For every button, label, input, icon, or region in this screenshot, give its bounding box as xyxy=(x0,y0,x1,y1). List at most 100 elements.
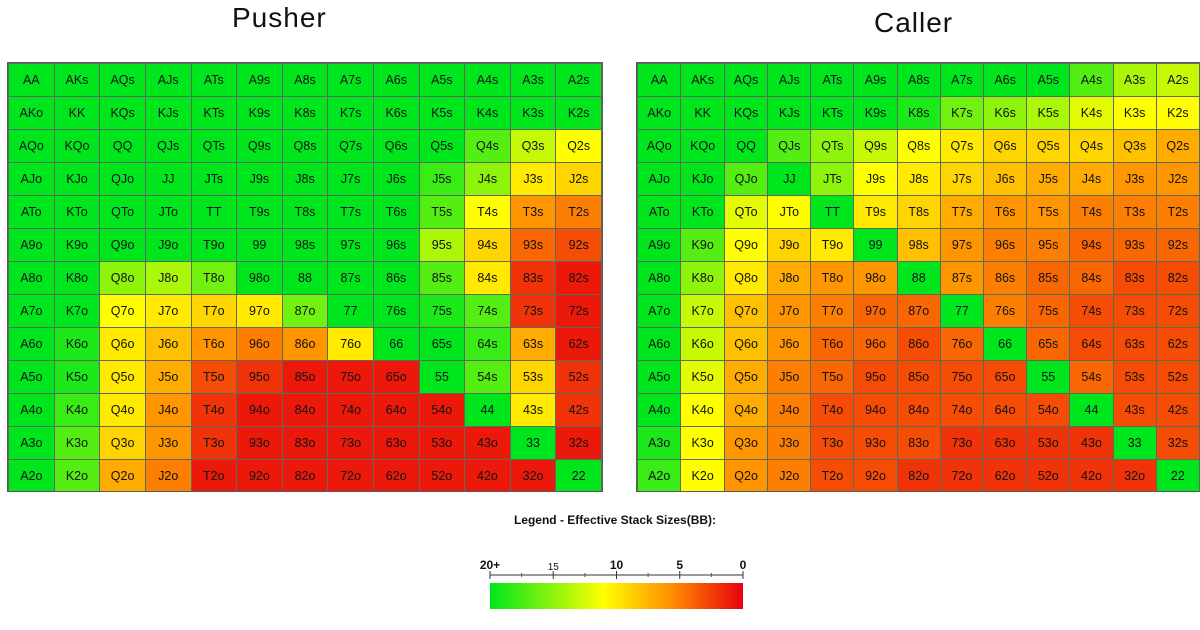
caller-cell: T7o xyxy=(810,294,855,328)
pusher-cell: T7o xyxy=(190,294,238,328)
pusher-cell: 43o xyxy=(464,426,511,460)
pusher-cell: 86o xyxy=(281,327,329,361)
caller-cell: Q5s xyxy=(1026,129,1071,163)
pusher-cell: Q8s xyxy=(281,129,329,163)
caller-row: A9o K9o Q9o J9o T9o 99 98s 97s 96s 95s 94s 93s 92s xyxy=(637,228,1200,262)
caller-cell: Q3o xyxy=(723,426,769,460)
pusher-cell: 85o xyxy=(281,360,329,394)
caller-cell: KQs xyxy=(723,96,769,130)
pusher-cell: T2s xyxy=(555,195,602,229)
title-pusher: Pusher xyxy=(232,2,327,33)
caller-cell: Q3s xyxy=(1112,129,1157,163)
pusher-cell: A8o xyxy=(8,261,55,295)
caller-cell: 72o xyxy=(939,459,985,491)
caller-cell: K8o xyxy=(680,261,725,295)
pusher-cell: J6s xyxy=(372,162,420,196)
pusher-cell: K5o xyxy=(53,360,101,394)
pusher-cell: J5s xyxy=(418,162,466,196)
pusher-cell: AQs xyxy=(99,63,146,97)
pusher-cell: 97o xyxy=(236,294,283,328)
pusher-cell: K2o xyxy=(53,459,101,491)
pusher-cell: J3o xyxy=(144,426,192,460)
caller-row: AQo KQo QQ QJs QTs Q9s Q8s Q7s Q6s Q5s Q4s Q3s Q2s xyxy=(637,129,1200,163)
pusher-row: AQo KQo QQ QJs QTs Q9s Q8s Q7s Q6s Q5s Q4s Q3s Q2s xyxy=(8,129,602,163)
caller-cell: J6s xyxy=(983,162,1028,196)
caller-cell: QTs xyxy=(810,129,855,163)
caller-row: A6o K6o Q6o J6o T6o 96o 86o 76o 66 65s 64s 63s 62s xyxy=(637,327,1200,361)
caller-cell: 99 xyxy=(853,228,898,262)
pusher-cell: A7o xyxy=(8,294,55,328)
legend-tick-label: 5 xyxy=(676,558,683,572)
caller-cell: K8s xyxy=(896,96,941,130)
caller-cell: 44 xyxy=(1069,393,1114,427)
pusher-cell: 84o xyxy=(281,393,329,427)
caller-cell: JTo xyxy=(767,195,812,229)
pusher-cell: K9s xyxy=(236,96,283,130)
pusher-cell: KK xyxy=(53,96,101,130)
pusher-cell: 87s xyxy=(327,261,374,295)
caller-cell: J5s xyxy=(1026,162,1071,196)
caller-cell: 74s xyxy=(1069,294,1114,328)
pusher-cell: 87o xyxy=(281,294,329,328)
caller-cell: 82s xyxy=(1155,261,1200,295)
caller-cell: KK xyxy=(680,96,725,130)
caller-row: ATo KTo QTo JTo TT T9s T8s T7s T6s T5s T4s T3s T2s xyxy=(637,195,1200,229)
pusher-cell: 97s xyxy=(327,228,374,262)
pusher-cell: K7o xyxy=(53,294,101,328)
legend-ticks: 20+ 15 10 5 0 xyxy=(480,558,747,579)
caller-cell: 64s xyxy=(1069,327,1114,361)
pusher-row: A6o K6o Q6o J6o T6o 96o 86o 76o 66 65s 64s 63s 62s xyxy=(8,327,602,361)
caller-cell: 43o xyxy=(1069,426,1114,460)
pusher-cell: 32o xyxy=(509,459,557,491)
pusher-cell: 96o xyxy=(236,327,283,361)
caller-cell: 54o xyxy=(1026,393,1071,427)
pusher-cell: 52s xyxy=(555,360,602,394)
caller-cell: 82o xyxy=(896,459,941,491)
caller-cell: K4s xyxy=(1069,96,1114,130)
caller-cell: J2o xyxy=(767,459,812,491)
pusher-cell: Q9o xyxy=(99,228,146,262)
caller-cell: K9s xyxy=(853,96,898,130)
caller-cell: T2s xyxy=(1155,195,1200,229)
caller-cell: A6o xyxy=(637,327,682,361)
pusher-cell: 93s xyxy=(509,228,557,262)
pusher-cell: A3o xyxy=(8,426,55,460)
pusher-cell: J6o xyxy=(144,327,192,361)
pusher-cell: 88 xyxy=(281,261,329,295)
caller-cell: T4o xyxy=(810,393,855,427)
pusher-cell: T6s xyxy=(372,195,420,229)
caller-cell: 52o xyxy=(1026,459,1071,491)
pusher-cell: A8s xyxy=(281,63,329,97)
caller-cell: AKs xyxy=(680,63,725,97)
pusher-cell: K8o xyxy=(53,261,101,295)
caller-row: A3o K3o Q3o J3o T3o 93o 83o 73o 63o 53o 43o 33 32s xyxy=(637,426,1200,460)
caller-cell: T5s xyxy=(1026,195,1071,229)
caller-cell: T9o xyxy=(810,228,855,262)
pusher-cell: 64s xyxy=(464,327,511,361)
pusher-row: A9o K9o Q9o J9o T9o 99 98s 97s 96s 95s 94s 93s 92s xyxy=(8,228,602,262)
pusher-row: A8o K8o Q8o J8o T8o 98o 88 87s 86s 85s 84s 83s 82s xyxy=(8,261,602,295)
caller-cell: 97s xyxy=(939,228,985,262)
caller-cell: 75s xyxy=(1026,294,1071,328)
caller-cell: KJo xyxy=(680,162,725,196)
pusher-cell: 98s xyxy=(281,228,329,262)
pusher-cell: J7o xyxy=(144,294,192,328)
caller-cell: QJs xyxy=(767,129,812,163)
pusher-cell: 75s xyxy=(418,294,466,328)
caller-cell: K6o xyxy=(680,327,725,361)
pusher-cell: K9o xyxy=(53,228,101,262)
pusher-cell: QQ xyxy=(99,129,146,163)
caller-cell: T3s xyxy=(1112,195,1157,229)
caller-cell: AQo xyxy=(637,129,682,163)
pusher-cell: J8s xyxy=(281,162,329,196)
caller-cell: 96o xyxy=(853,327,898,361)
caller-cell: A9s xyxy=(853,63,898,97)
pusher-cell: T9o xyxy=(190,228,238,262)
pusher-cell: T6o xyxy=(190,327,238,361)
pusher-cell: K3o xyxy=(53,426,101,460)
caller-cell: K6s xyxy=(983,96,1028,130)
pusher-cell: 73o xyxy=(327,426,374,460)
pusher-cell: A9s xyxy=(236,63,283,97)
pusher-cell: 72o xyxy=(327,459,374,491)
pusher-cell: Q7o xyxy=(99,294,146,328)
